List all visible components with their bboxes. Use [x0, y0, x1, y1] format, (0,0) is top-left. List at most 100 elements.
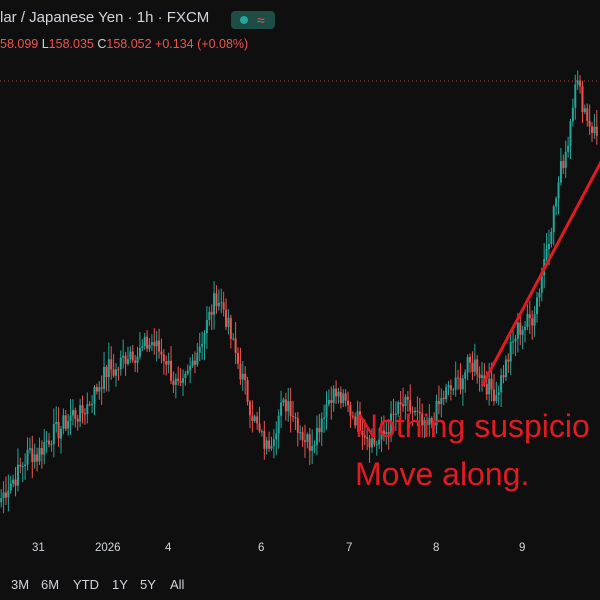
- candle: [117, 366, 120, 381]
- candle: [69, 398, 72, 436]
- candle: [327, 389, 330, 407]
- candle: [318, 413, 321, 443]
- range-5y-button[interactable]: 5Y: [140, 577, 156, 592]
- market-status-badge[interactable]: ≈: [231, 11, 275, 29]
- candle: [67, 413, 70, 436]
- candle: [562, 154, 565, 175]
- candle: [349, 401, 352, 428]
- candle: [270, 436, 273, 451]
- candle: [155, 331, 158, 362]
- candle: [208, 306, 211, 327]
- candle: [559, 147, 562, 186]
- candle: [287, 387, 290, 422]
- candle: [351, 411, 354, 420]
- candle: [339, 386, 342, 409]
- candle: [112, 353, 115, 378]
- candle: [36, 447, 39, 472]
- candle: [282, 397, 285, 407]
- candle: [308, 427, 311, 466]
- candle: [210, 304, 213, 331]
- candle: [196, 342, 199, 367]
- candle: [160, 338, 163, 364]
- candle: [220, 288, 223, 314]
- candle: [48, 433, 51, 448]
- candle: [213, 281, 216, 330]
- candle: [315, 415, 318, 456]
- candle: [504, 355, 507, 382]
- candle: [332, 385, 335, 412]
- candle: [461, 374, 464, 406]
- candle: [301, 426, 304, 447]
- candle: [33, 443, 36, 469]
- candle: [361, 420, 364, 450]
- candle: [368, 434, 371, 463]
- candle: [545, 233, 548, 262]
- candle: [277, 409, 280, 449]
- candle: [320, 412, 323, 447]
- candle: [40, 440, 43, 469]
- candle: [122, 339, 125, 369]
- ohlc-close-value: 158.052: [106, 37, 152, 51]
- candle: [12, 474, 15, 488]
- range-ytd-button[interactable]: YTD: [73, 577, 99, 592]
- candle: [512, 328, 515, 355]
- candle: [50, 440, 53, 452]
- candle: [215, 285, 218, 314]
- candle: [170, 346, 173, 385]
- candle: [390, 401, 393, 443]
- candle: [306, 432, 309, 449]
- candle: [363, 419, 366, 445]
- candle: [246, 376, 249, 406]
- candle: [88, 401, 91, 407]
- candle: [191, 354, 194, 368]
- symbol-title[interactable]: lar / Japanese Yen · 1h · FXCM: [0, 9, 210, 26]
- candle: [124, 351, 127, 376]
- candle: [45, 430, 48, 453]
- candle: [569, 118, 572, 160]
- candle: [507, 353, 510, 374]
- candle: [28, 437, 31, 454]
- ohlc-change-value: +0.134 (+0.08%): [155, 37, 249, 51]
- candle: [404, 394, 407, 420]
- candle: [296, 411, 299, 447]
- candle: [550, 227, 553, 248]
- candle: [172, 371, 175, 393]
- candle: [205, 306, 208, 349]
- candle: [55, 406, 58, 433]
- candle: [354, 412, 357, 429]
- candle: [409, 384, 412, 415]
- x-axis-label: 8: [433, 542, 440, 554]
- range-6m-button[interactable]: 6M: [41, 577, 60, 592]
- candle: [126, 346, 129, 366]
- candle: [557, 176, 560, 215]
- x-axis-label: 9: [519, 542, 526, 554]
- range-1y-button[interactable]: 1Y: [112, 577, 128, 592]
- candle: [143, 332, 146, 350]
- candle: [459, 363, 462, 395]
- candle: [595, 110, 598, 145]
- candle: [93, 385, 96, 416]
- candle: [392, 398, 395, 428]
- candle: [335, 380, 338, 404]
- candle: [370, 428, 373, 453]
- candle: [521, 325, 524, 350]
- candle: [129, 346, 132, 363]
- candle: [394, 401, 397, 432]
- candle: [435, 394, 438, 434]
- range-all-button[interactable]: All: [170, 577, 185, 592]
- candle: [174, 373, 177, 399]
- candle: [418, 398, 421, 423]
- x-axis-label: 7: [346, 542, 353, 554]
- candle: [469, 353, 472, 374]
- candle: [464, 369, 467, 393]
- candle: [105, 365, 108, 392]
- candle: [150, 334, 153, 352]
- annotation-trend-line[interactable]: [480, 160, 600, 387]
- range-3m-button[interactable]: 3M: [11, 577, 30, 592]
- data-delay-icon: ≈: [257, 12, 265, 28]
- candle: [225, 298, 228, 330]
- candle: [59, 425, 62, 454]
- candle: [141, 339, 144, 352]
- candle: [16, 448, 19, 492]
